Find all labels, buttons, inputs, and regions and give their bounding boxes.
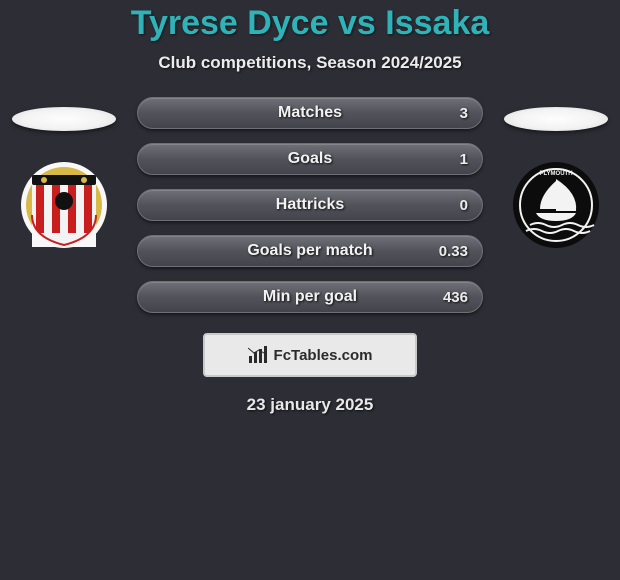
stat-label: Goals	[288, 150, 332, 168]
left-player-avatar	[12, 107, 116, 131]
stat-row: Goals per match 0.33	[137, 235, 483, 267]
stat-value: 436	[443, 289, 468, 306]
snapshot-date: 23 january 2025	[247, 395, 374, 415]
left-club-badge	[14, 161, 114, 249]
source-attribution: FcTables.com	[203, 333, 417, 377]
subtitle: Club competitions, Season 2024/2025	[158, 53, 461, 73]
page-title: Tyrese Dyce vs Issaka	[131, 4, 490, 43]
bar-chart-icon	[248, 346, 268, 364]
stat-value: 1	[460, 151, 468, 168]
source-label: FcTables.com	[274, 347, 373, 364]
stat-row: Goals 1	[137, 143, 483, 175]
stat-row: Min per goal 436	[137, 281, 483, 313]
stat-label: Min per goal	[263, 288, 357, 306]
sunderland-badge-icon	[14, 161, 114, 249]
stat-value: 0.33	[439, 243, 468, 260]
plymouth-badge-icon: PLYMOUTH	[506, 161, 606, 249]
right-club-badge: PLYMOUTH	[506, 161, 606, 249]
stat-label: Matches	[278, 104, 342, 122]
stat-row: Hattricks 0	[137, 189, 483, 221]
right-player-avatar	[504, 107, 608, 131]
stats-column: Matches 3 Goals 1 Hattricks 0 Goals per …	[137, 97, 483, 313]
stat-label: Hattricks	[276, 196, 344, 214]
stat-row: Matches 3	[137, 97, 483, 129]
right-side: PLYMOUTH	[501, 97, 611, 249]
stat-value: 0	[460, 197, 468, 214]
stat-label: Goals per match	[247, 242, 372, 260]
svg-text:PLYMOUTH: PLYMOUTH	[539, 171, 572, 177]
left-side	[9, 97, 119, 249]
comparison-panel: Matches 3 Goals 1 Hattricks 0 Goals per …	[0, 97, 620, 313]
stat-value: 3	[460, 105, 468, 122]
